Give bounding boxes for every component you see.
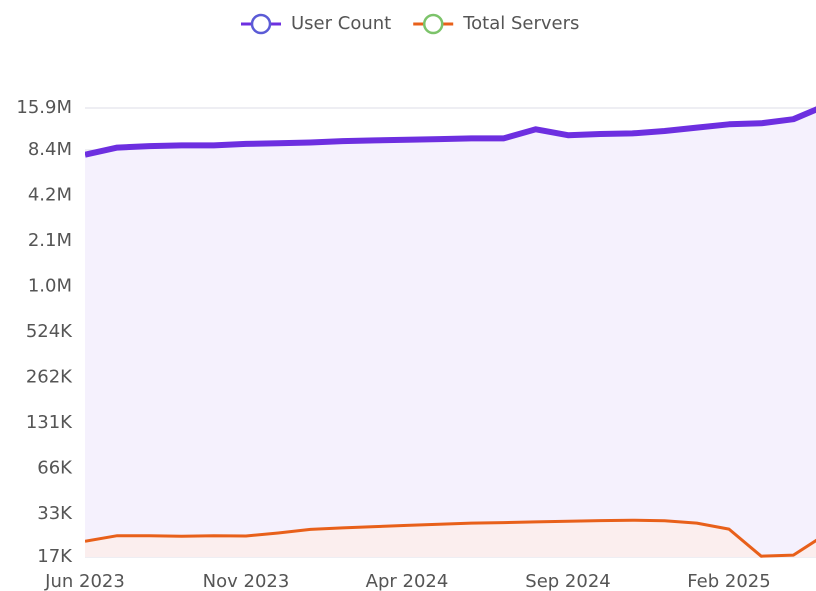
x-tick-label: Apr 2024 xyxy=(366,571,449,591)
x-tick-label: Sep 2024 xyxy=(525,571,610,591)
y-tick-label: 131K xyxy=(26,412,73,433)
y-tick-label: 33K xyxy=(37,503,73,524)
legend-marker xyxy=(422,13,444,35)
legend-label: Total Servers xyxy=(462,13,579,34)
y-tick-label: 524K xyxy=(26,321,73,342)
y-tick-label: 17K xyxy=(37,546,73,567)
y-tick-label: 262K xyxy=(26,366,73,387)
legend-label: User Count xyxy=(291,13,391,34)
y-tick-label: 15.9M xyxy=(16,97,72,118)
x-tick-label: Jun 2023 xyxy=(44,571,125,591)
series-line xyxy=(85,518,816,558)
series-area xyxy=(85,520,816,557)
x-tick-label: Feb 2025 xyxy=(687,571,770,591)
series-area xyxy=(85,109,816,557)
legend-marker xyxy=(250,13,272,35)
y-tick-label: 8.4M xyxy=(28,139,72,160)
y-tick-label: 66K xyxy=(37,457,73,478)
y-tick-label: 2.1M xyxy=(28,230,72,251)
y-tick-label: 4.2M xyxy=(28,184,72,205)
series-line xyxy=(85,106,816,158)
x-tick-label: Nov 2023 xyxy=(203,571,290,591)
y-tick-label: 1.0M xyxy=(28,275,72,296)
plot-area xyxy=(85,106,816,558)
